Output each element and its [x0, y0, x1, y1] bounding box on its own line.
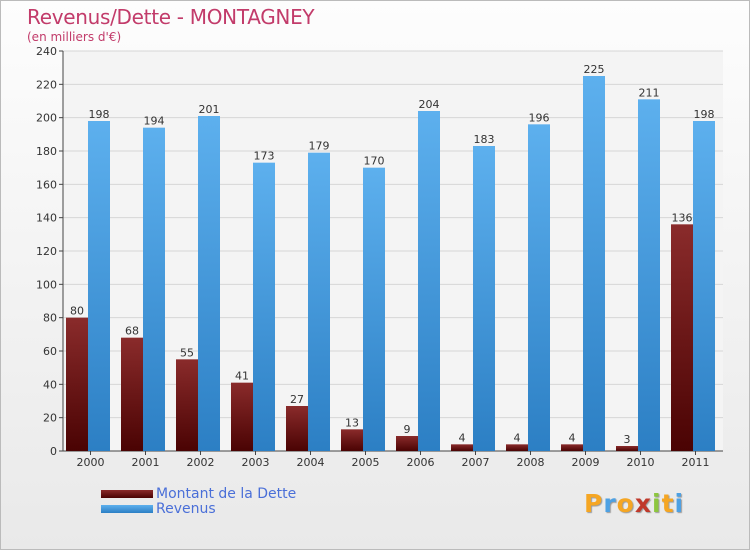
logo-letter: t	[661, 489, 675, 518]
y-tick-label: 0	[50, 445, 57, 458]
debt-bar	[616, 446, 638, 451]
x-tick-label: 2003	[242, 456, 270, 469]
proxiti-logo: Proxiti	[584, 489, 684, 518]
data-label: 211	[639, 86, 660, 99]
revenue-bar	[473, 146, 495, 451]
data-label: 201	[199, 103, 220, 116]
debt-bar	[506, 444, 528, 451]
debt-bar	[286, 406, 308, 451]
data-label: 68	[125, 325, 139, 338]
revenue-bar	[198, 116, 220, 451]
debt-bar	[341, 429, 363, 451]
x-tick-label: 2006	[407, 456, 435, 469]
data-label: 225	[584, 63, 605, 76]
y-tick-label: 180	[36, 145, 57, 158]
logo-letter: o	[616, 489, 635, 518]
y-tick-label: 240	[36, 45, 57, 58]
logo-letter: i	[674, 489, 685, 518]
debt-bar	[231, 382, 253, 451]
revenue-bar	[253, 162, 275, 451]
x-tick-label: 2010	[627, 456, 655, 469]
debt-bar	[561, 444, 583, 451]
data-label: 27	[290, 393, 304, 406]
x-tick-label: 2002	[187, 456, 215, 469]
x-tick-label: 2007	[462, 456, 490, 469]
data-label: 4	[459, 431, 466, 444]
revenue-bar	[363, 167, 385, 451]
revenue-bar	[528, 124, 550, 451]
x-tick-label: 2009	[572, 456, 600, 469]
y-tick-label: 220	[36, 78, 57, 91]
debt-bar	[671, 224, 693, 451]
data-label: 3	[624, 433, 631, 446]
data-label: 136	[672, 211, 693, 224]
y-tick-label: 120	[36, 245, 57, 258]
logo-letter: i	[652, 489, 662, 518]
y-tick-label: 80	[43, 312, 57, 325]
y-tick-label: 200	[36, 112, 57, 125]
chart-title: Revenus/Dette - MONTAGNEY	[27, 5, 315, 29]
revenue-bar	[638, 99, 660, 451]
x-tick-label: 2008	[517, 456, 545, 469]
data-label: 198	[89, 108, 110, 121]
data-label: 170	[364, 155, 385, 168]
y-tick-label: 140	[36, 212, 57, 225]
logo-letter: P	[584, 489, 604, 518]
revenue-bar	[308, 152, 330, 451]
logo-letter: x	[634, 489, 652, 518]
data-label: 183	[474, 133, 495, 146]
debt-bar	[66, 317, 88, 451]
revenue-bar	[418, 111, 440, 451]
y-tick-label: 20	[43, 412, 57, 425]
legend-swatch-dette	[101, 490, 153, 498]
data-label: 55	[180, 346, 194, 359]
y-tick-label: 100	[36, 278, 57, 291]
data-label: 80	[70, 305, 84, 318]
x-tick-label: 2011	[682, 456, 710, 469]
data-label: 196	[529, 111, 550, 124]
data-label: 13	[345, 416, 359, 429]
revenue-bar	[143, 127, 165, 452]
chart-subtitle: (en milliers d'€)	[27, 30, 122, 44]
debt-bar	[176, 359, 198, 451]
data-label: 179	[309, 140, 330, 153]
revenue-bar	[583, 76, 605, 451]
revenue-bar	[88, 121, 110, 451]
data-label: 198	[694, 108, 715, 121]
debt-bar	[451, 444, 473, 451]
revenue-bar	[693, 121, 715, 451]
y-tick-label: 160	[36, 178, 57, 191]
data-label: 9	[404, 423, 411, 436]
y-tick-label: 60	[43, 345, 57, 358]
logo-letter: r	[603, 489, 617, 518]
data-label: 204	[419, 98, 440, 111]
legend-label-revenus: Revenus	[156, 501, 216, 517]
x-tick-label: 2005	[352, 456, 380, 469]
data-label: 41	[235, 370, 249, 383]
x-tick-label: 2000	[77, 456, 105, 469]
data-label: 4	[569, 431, 576, 444]
data-label: 194	[144, 115, 165, 128]
legend-swatch-revenus	[101, 505, 153, 513]
legend-label-dette: Montant de la Dette	[156, 486, 297, 502]
x-tick-label: 2001	[132, 456, 160, 469]
data-label: 173	[254, 150, 275, 163]
data-label: 4	[514, 431, 521, 444]
y-tick-label: 40	[43, 378, 57, 391]
debt-bar	[396, 436, 418, 451]
debt-bar	[121, 337, 143, 451]
x-tick-label: 2004	[297, 456, 325, 469]
